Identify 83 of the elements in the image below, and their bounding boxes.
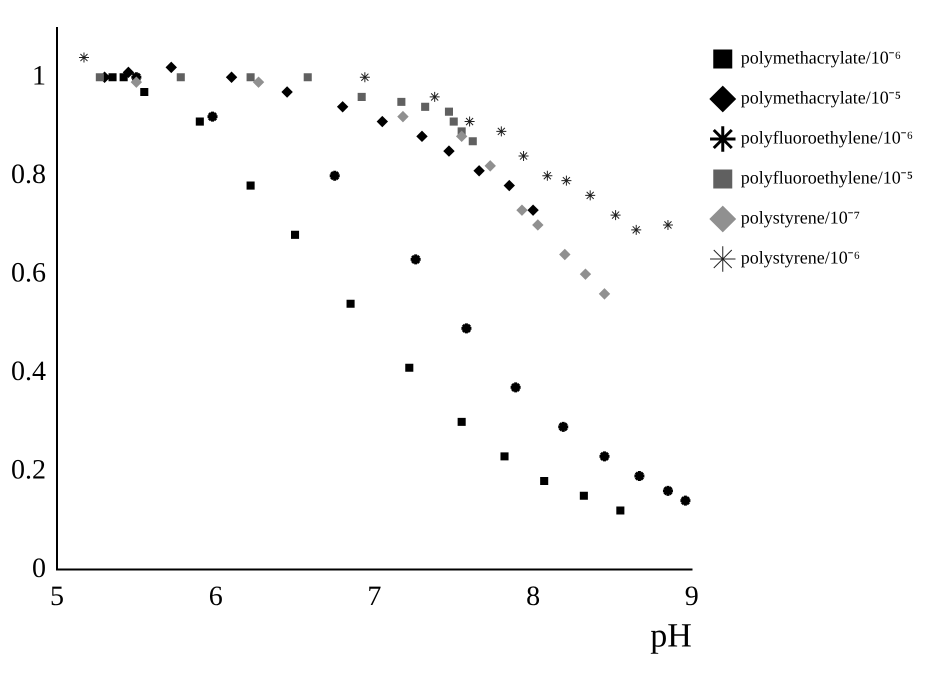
point [246, 182, 255, 190]
point [196, 118, 204, 126]
point [662, 219, 674, 230]
legend-label: polystyrene/10⁻⁶ [740, 248, 860, 268]
point [509, 380, 522, 394]
point [108, 73, 117, 82]
point [421, 102, 430, 111]
y-tick-label: 0.2 [11, 454, 46, 486]
y-tick-label: 0.8 [11, 159, 46, 190]
point [122, 66, 134, 78]
point [337, 101, 348, 112]
point [516, 204, 528, 216]
x-tick-label: 6 [208, 580, 223, 612]
point [532, 219, 544, 230]
point [456, 130, 468, 142]
point [504, 180, 515, 192]
point [78, 52, 90, 64]
point [468, 137, 477, 146]
point [464, 116, 476, 128]
point [409, 252, 422, 266]
x-tick-label: 7 [367, 580, 382, 612]
point [460, 322, 473, 335]
legend-label: polystyrene/10⁻⁷ [740, 208, 860, 228]
x-tick-label: 8 [526, 580, 540, 612]
point [282, 86, 293, 98]
point [96, 73, 104, 82]
point [616, 506, 624, 515]
point [176, 73, 185, 82]
point [416, 130, 428, 142]
point [598, 288, 610, 300]
x-tick-label: 5 [50, 580, 64, 612]
point [376, 116, 388, 128]
point [450, 118, 458, 126]
point [397, 98, 406, 106]
point [528, 204, 539, 216]
point [226, 72, 238, 83]
point [359, 72, 370, 83]
point [630, 224, 642, 236]
point [346, 300, 355, 308]
point [443, 146, 454, 157]
point [405, 364, 414, 372]
point [540, 476, 548, 486]
point [500, 452, 509, 460]
point [166, 62, 177, 73]
point [518, 150, 530, 162]
point [130, 76, 142, 88]
y-tick-label: 0.4 [11, 356, 46, 388]
point [584, 190, 596, 201]
point [397, 111, 408, 122]
y-tick-label: 0.6 [11, 258, 46, 289]
point [542, 170, 553, 182]
point [661, 484, 674, 498]
point [458, 418, 466, 426]
x-axis-title: pH [650, 618, 692, 655]
legend-label: polyfluoroethylene/10⁻⁵ [740, 168, 914, 188]
point [444, 108, 453, 116]
point [496, 126, 507, 137]
point [560, 175, 572, 186]
point [246, 73, 255, 82]
y-tick-label: 0 [32, 552, 46, 584]
point [253, 76, 264, 88]
point [556, 420, 570, 434]
point [304, 73, 312, 82]
y-tick-label: 1 [32, 60, 46, 92]
point [206, 110, 220, 124]
point [580, 492, 588, 500]
point [632, 470, 646, 483]
legend-label: polymethacrylate/10⁻⁶ [740, 48, 901, 68]
point [598, 450, 611, 463]
point [429, 91, 440, 102]
point [328, 169, 342, 182]
point [610, 210, 622, 221]
point [484, 160, 496, 172]
point [678, 494, 692, 508]
point [291, 230, 300, 239]
point [140, 88, 148, 96]
point [559, 248, 570, 260]
legend-label: polyfluoroethylene/10⁻⁶ [740, 128, 914, 148]
point [358, 92, 366, 101]
point [580, 268, 591, 280]
point [474, 165, 485, 176]
x-tick-label: 9 [684, 580, 699, 612]
legend-label: polymethacrylate/10⁻⁵ [740, 88, 901, 108]
